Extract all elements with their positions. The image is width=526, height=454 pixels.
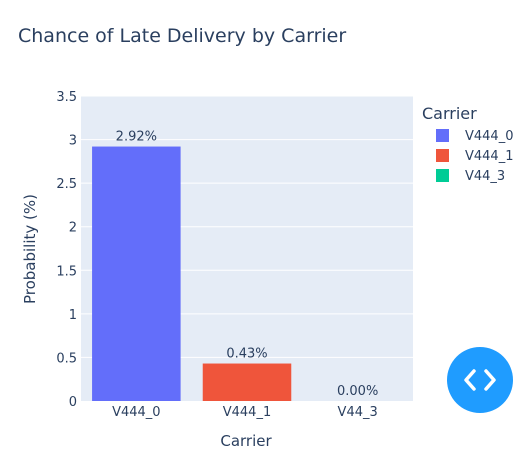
y-tick-label: 3 — [69, 134, 77, 149]
x-axis-ticks: V444_0 V444_1 V44_3 — [112, 405, 378, 420]
x-axis-title: Carrier — [220, 432, 272, 450]
legend-item[interactable]: V44_3 — [436, 169, 505, 184]
legend-label: V444_0 — [465, 129, 513, 144]
y-tick-label: 2.5 — [56, 177, 77, 192]
y-axis-title: Probability (%) — [21, 194, 39, 304]
chart-title: Chance of Late Delivery by Carrier — [18, 25, 346, 47]
legend-swatch — [436, 129, 449, 142]
y-tick-label: 0.5 — [56, 351, 77, 366]
y-axis-ticks: 0 0.5 1 1.5 2 2.5 3 3.5 — [56, 90, 77, 410]
y-tick-label: 1 — [69, 308, 77, 323]
legend-label: V44_3 — [465, 169, 505, 184]
x-tick-label: V44_3 — [338, 405, 378, 420]
y-tick-label: 0 — [69, 395, 77, 410]
y-tick-label: 2 — [69, 221, 77, 236]
bar-data-label: 0.00% — [337, 384, 378, 399]
bar-data-label: 2.92% — [116, 130, 157, 145]
embed-code-button[interactable] — [447, 347, 513, 413]
legend-title: Carrier — [422, 104, 477, 123]
bars: 2.92% 0.43% 0.00% — [92, 130, 378, 401]
legend-swatch — [436, 169, 449, 182]
bar — [92, 146, 181, 401]
bar — [202, 363, 292, 401]
x-tick-label: V444_0 — [112, 405, 160, 420]
x-tick-label: V444_1 — [223, 405, 271, 420]
y-tick-label: 1.5 — [56, 264, 77, 279]
legend: Carrier V444_0 V444_1 V44_3 — [422, 104, 513, 184]
legend-swatch — [436, 149, 449, 162]
legend-item[interactable]: V444_1 — [436, 149, 513, 164]
code-brackets-icon — [464, 369, 496, 391]
y-tick-label: 3.5 — [56, 90, 77, 105]
legend-label: V444_1 — [465, 149, 513, 164]
bar-data-label: 0.43% — [226, 347, 267, 362]
legend-item[interactable]: V444_0 — [436, 129, 513, 144]
